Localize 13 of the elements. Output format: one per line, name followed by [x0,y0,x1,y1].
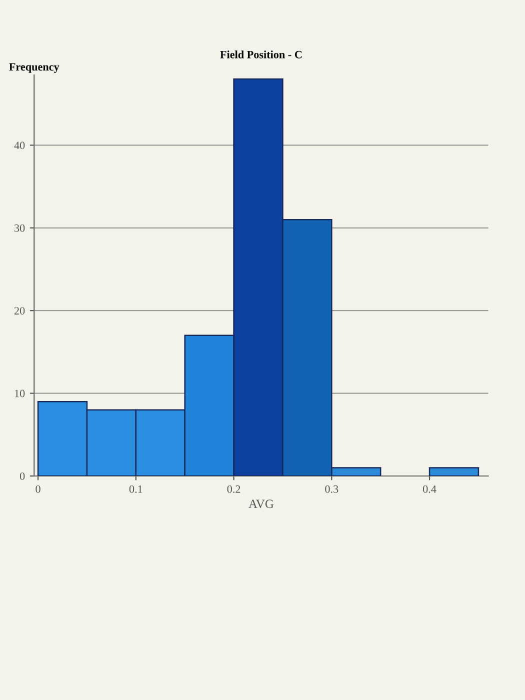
y-axis-title: Frequency [9,63,60,73]
y-tick-label: 10 [14,390,25,398]
x-tick-label: 0.3 [325,485,338,493]
chart-title: Field Position - C [220,50,302,58]
x-tick-label: 0.2 [227,485,240,493]
y-tick-label: 40 [14,142,25,150]
x-axis-title: AVG [248,500,274,508]
x-tick-label: 0.1 [129,485,142,493]
y-tick-label: 30 [14,224,25,232]
y-tick-label: 20 [14,307,25,315]
x-tick-label: 0 [36,485,40,493]
x-tick-label: 0.4 [423,485,436,493]
y-tick-label: 0 [20,472,25,480]
